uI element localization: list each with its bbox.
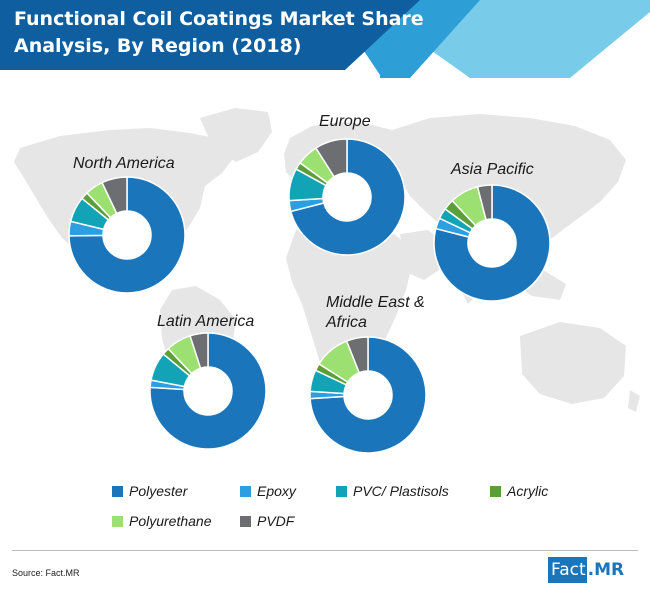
title-line-2: Analysis, By Region (2018): [14, 35, 302, 57]
legend-swatch-epoxy: [240, 485, 251, 497]
legend-label-pvc-plastisols: PVC/ Plastisols: [353, 483, 449, 499]
legend-label-pvdf: PVDF: [257, 513, 295, 529]
legend-item-polyurethane: Polyurethane: [112, 511, 212, 531]
factmr-logo: Fact .MR: [548, 557, 624, 583]
title-line-1: Functional Coil Coatings Market Share: [14, 8, 424, 30]
legend-item-polyester: Polyester: [112, 481, 187, 501]
footer-divider: [12, 550, 638, 551]
legend-swatch-acrylic: [490, 485, 501, 497]
page-title: Functional Coil Coatings Market Share An…: [14, 6, 424, 60]
donut-middle-east-africa: [309, 336, 427, 454]
map-australia: [520, 322, 626, 404]
donut-asia-pacific: [433, 184, 551, 302]
donut-hole-asia-pacific: [468, 219, 516, 267]
source-note: Source: Fact.MR: [12, 568, 80, 578]
legend-item-acrylic: Acrylic: [490, 481, 548, 501]
legend-swatch-polyurethane: [112, 515, 123, 527]
donut-hole-europe: [323, 173, 371, 221]
region-label-north-america: North America: [73, 155, 175, 172]
legend-label-epoxy: Epoxy: [257, 483, 296, 499]
donut-charts: [68, 138, 551, 454]
header-banner: [0, 0, 650, 78]
region-label-middle-east-africa: Middle East & Africa: [326, 293, 436, 333]
legend-item-pvc-plastisols: PVC/ Plastisols: [336, 481, 449, 501]
donut-hole-north-america: [103, 211, 151, 259]
legend-label-polyester: Polyester: [129, 483, 188, 499]
region-label-asia-pacific: Asia Pacific: [451, 161, 534, 178]
donut-latin-america: [149, 332, 267, 450]
legend-swatch-pvc-plastisols: [336, 485, 347, 497]
map-new-zealand: [628, 390, 640, 412]
donut-hole-middle-east-africa: [344, 371, 392, 419]
legend-swatch-pvdf: [240, 515, 251, 527]
legend-item-epoxy: Epoxy: [240, 481, 296, 501]
logo-part-2: .MR: [587, 560, 625, 580]
legend-label-acrylic: Acrylic: [507, 483, 549, 499]
donut-north-america: [68, 176, 186, 294]
chart-legend: Polyester Epoxy PVC/ Plastisols Acrylic …: [0, 478, 650, 538]
donut-hole-latin-america: [184, 367, 232, 415]
legend-label-polyurethane: Polyurethane: [129, 513, 212, 529]
legend-item-pvdf: PVDF: [240, 511, 294, 531]
header-band-dark: [0, 0, 420, 70]
region-label-mea-text: Middle East & Africa: [326, 294, 425, 331]
map-africa: [286, 218, 412, 398]
map-greenland: [200, 108, 272, 162]
region-label-europe: Europe: [319, 113, 371, 130]
legend-swatch-polyester: [112, 485, 123, 497]
logo-part-1: Fact: [548, 557, 587, 583]
donut-europe: [288, 138, 406, 256]
region-label-latin-america: Latin America: [157, 313, 255, 330]
